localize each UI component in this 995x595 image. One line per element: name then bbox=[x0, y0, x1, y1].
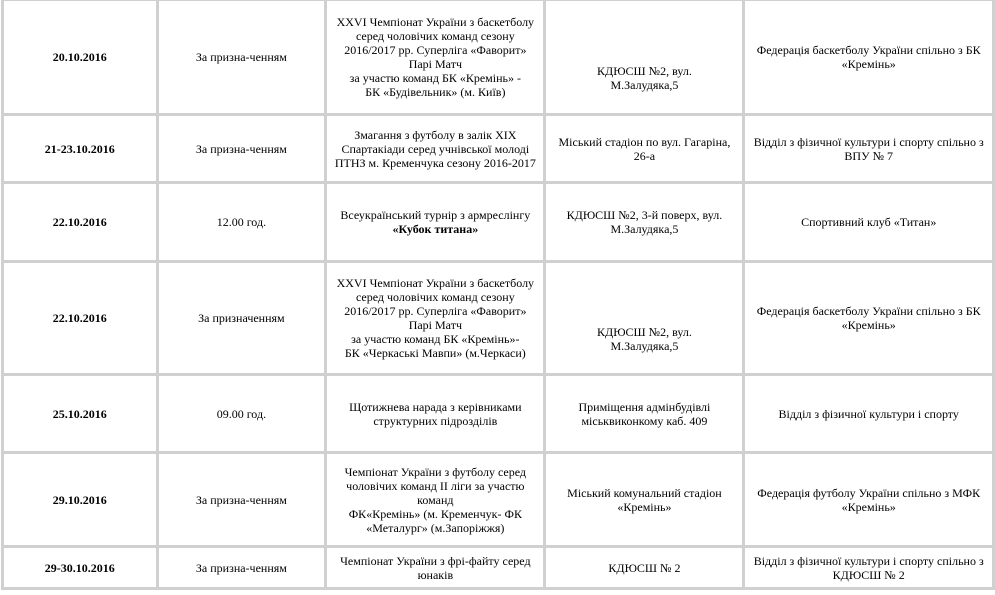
event-date: 21-23.10.2016 bbox=[4, 116, 156, 181]
event-place: Міський стадіон по вул. Гагаріна, 26-а bbox=[546, 116, 743, 181]
table-row: 22.10.2016 За призначенням XXVI Чемпіона… bbox=[4, 263, 992, 373]
table-row: 29-30.10.2016 За призна-ченням Чемпіонат… bbox=[4, 548, 992, 587]
event-time: За призначенням bbox=[158, 263, 325, 373]
event-date: 22.10.2016 bbox=[4, 263, 156, 373]
event-date: 29.10.2016 bbox=[4, 454, 156, 545]
event-date: 20.10.2016 bbox=[4, 1, 156, 113]
table-row: 22.10.2016 12.00 год. Всеукраїнський тур… bbox=[4, 184, 992, 260]
event-time: За призна-ченням bbox=[158, 116, 325, 181]
event-title: Змагання з футболу в залік XIX Спартакіа… bbox=[334, 127, 536, 170]
event-place: КДЮСШ №2, вул. М.Залудяка,5 bbox=[546, 1, 743, 113]
event-description: Всеукраїнський турнір з армреслінгу «Кубо… bbox=[327, 184, 544, 260]
event-description: XXVI Чемпіонат України з баскетболу сере… bbox=[327, 263, 544, 373]
event-time: 12.00 год. bbox=[158, 184, 325, 260]
event-description: Чемпіонат України з футболу серед чолові… bbox=[327, 454, 544, 545]
event-organizer: Спортивний клуб «Титан» bbox=[745, 184, 992, 260]
event-organizer: Відділ з фізичної культури і спорту спіл… bbox=[745, 548, 992, 587]
event-place: КДЮСШ №2, 3-й поверх, вул. М.Залудяка,5 bbox=[546, 184, 743, 260]
event-place: КДЮСШ №2, вул. М.Залудяка,5 bbox=[546, 263, 743, 373]
event-description: Щотижнева нарада з керівниками структурн… bbox=[327, 376, 544, 451]
event-date: 29-30.10.2016 bbox=[4, 548, 156, 587]
event-title-bold: «Кубок титана» bbox=[392, 222, 479, 236]
event-title: Чемпіонат України з футболу серед чолові… bbox=[344, 464, 527, 535]
table-row: 20.10.2016 За призна-ченням XXVI Чемпіон… bbox=[4, 1, 992, 113]
event-date: 25.10.2016 bbox=[4, 376, 156, 451]
table-row: 21-23.10.2016 За призна-ченням Змагання … bbox=[4, 116, 992, 181]
event-title: XXVI Чемпіонат України з баскетболу сере… bbox=[336, 15, 535, 99]
event-time: За призна-ченням bbox=[158, 1, 325, 113]
event-time: За призна-ченням bbox=[158, 548, 325, 587]
table-row: 29.10.2016 За призна-ченням Чемпіонат Ук… bbox=[4, 454, 992, 545]
event-title: XXVI Чемпіонат України з баскетболу сере… bbox=[336, 276, 535, 360]
event-title: Щотижнева нарада з керівниками структурн… bbox=[349, 399, 522, 428]
event-organizer: Федерація баскетболу України спільно з Б… bbox=[745, 1, 992, 113]
table-row: 25.10.2016 09.00 год. Щотижнева нарада з… bbox=[4, 376, 992, 451]
event-time: За призна-ченням bbox=[158, 454, 325, 545]
event-description: XXVI Чемпіонат України з баскетболу сере… bbox=[327, 1, 544, 113]
event-place: КДЮСШ № 2 bbox=[546, 548, 743, 587]
event-title: Всеукраїнський турнір з армреслінгу bbox=[340, 208, 531, 222]
event-place: Міський комунальний стадіон «Кремінь» bbox=[546, 454, 743, 545]
event-description: Змагання з футболу в залік XIX Спартакіа… bbox=[327, 116, 544, 181]
event-organizer: Відділ з фізичної культури і спорту спіл… bbox=[745, 116, 992, 181]
event-organizer: Відділ з фізичної культури і спорту bbox=[745, 376, 992, 451]
event-title: Чемпіонат України з фрі-файту серед юнак… bbox=[340, 553, 531, 582]
event-date: 22.10.2016 bbox=[4, 184, 156, 260]
event-organizer: Федерація футболу України спільно з МФК … bbox=[745, 454, 992, 545]
event-place: Приміщення адмінбудівлі міськвиконкому к… bbox=[546, 376, 743, 451]
event-time: 09.00 год. bbox=[158, 376, 325, 451]
event-organizer: Федерація баскетболу України спільно з Б… bbox=[745, 263, 992, 373]
event-description: Чемпіонат України з фрі-файту серед юнак… bbox=[327, 548, 544, 587]
